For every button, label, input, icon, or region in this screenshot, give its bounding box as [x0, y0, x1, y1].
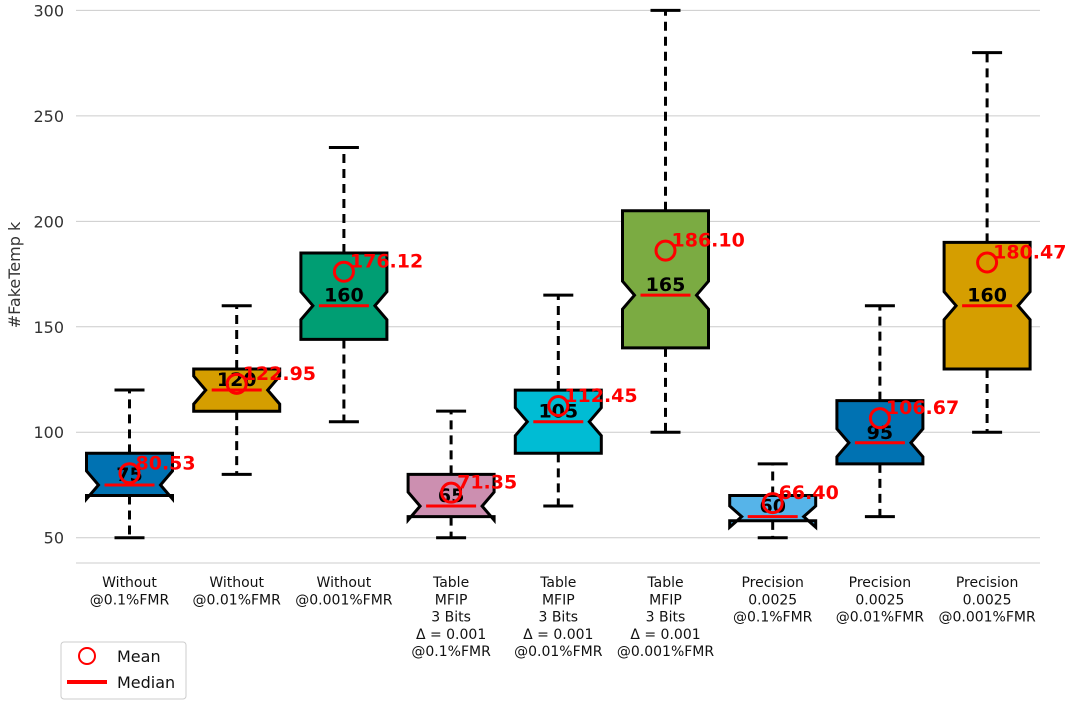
x-category-label-line: 3 Bits: [538, 610, 578, 626]
x-category-label-line: Δ = 0.001: [523, 627, 593, 643]
mean-value-label: 180.47: [993, 242, 1066, 264]
legend-mean-label: Mean: [117, 647, 161, 666]
x-category-label-line: 0.0025: [855, 592, 904, 608]
mean-value-label: 176.12: [350, 251, 423, 273]
x-category-label-line: Table: [432, 575, 469, 591]
y-tick-label: 50: [44, 529, 64, 548]
mean-marker: [332, 260, 355, 283]
box-body: [299, 251, 389, 341]
x-category-label-line: @0.01%FMR: [193, 592, 282, 608]
x-category-label-line: @0.001%FMR: [295, 592, 393, 608]
median-value-label: 95: [867, 422, 893, 444]
mean-marker: [761, 492, 784, 515]
legend: Mean Median: [60, 641, 187, 700]
median-value-label: 160: [324, 285, 364, 307]
x-category-label: Table MFIP 3 Bits Δ = 0.001 @0.01%FMR: [514, 575, 603, 660]
x-category-label-line: MFIP: [435, 592, 468, 608]
x-category-label-line: 0.0025: [963, 592, 1012, 608]
mean-marker: [654, 239, 677, 262]
x-category-label-line: @0.001%FMR: [617, 644, 715, 660]
mean-value-label: 80.53: [136, 452, 196, 474]
x-category-label-line: @0.01%FMR: [836, 610, 925, 626]
box-body: [835, 399, 925, 466]
x-category-label-line: Table: [539, 575, 576, 591]
mean-marker: [976, 251, 999, 274]
x-category-label-line: 0.0025: [748, 592, 797, 608]
mean-value-label: 112.45: [564, 385, 637, 407]
mean-value-label: 106.67: [886, 397, 959, 419]
mean-marker: [547, 394, 570, 417]
x-category-label-line: Δ = 0.001: [416, 627, 486, 643]
x-category-label: Precision 0.0025 @0.001%FMR: [938, 575, 1036, 626]
x-category-label-line: @0.1%FMR: [90, 592, 170, 608]
y-axis-label: #FakeTemp k: [5, 221, 24, 328]
x-category-label-line: 3 Bits: [431, 610, 471, 626]
box-body: [621, 209, 710, 350]
mean-marker: [118, 462, 141, 485]
x-category-label: Table MFIP 3 Bits Δ = 0.001 @0.1%FMR: [411, 575, 491, 660]
x-category-label-line: @0.01%FMR: [514, 644, 603, 660]
mean-marker: [868, 407, 891, 430]
x-category-label: Table MFIP 3 Bits Δ = 0.001 @0.001%FMR: [617, 575, 715, 660]
box-body: [406, 472, 496, 525]
x-category-label-line: Table: [646, 575, 683, 591]
mean-value-label: 122.95: [243, 363, 316, 385]
mean-value-label: 71.35: [457, 472, 517, 494]
median-value-label: 60: [759, 496, 785, 518]
y-tick-label: 150: [33, 318, 64, 337]
x-category-label-line: MFIP: [649, 592, 682, 608]
box-group: 160 180.47: [942, 51, 1066, 434]
y-tick-label: 200: [33, 212, 64, 231]
x-category-label: Without @0.001%FMR: [295, 575, 393, 608]
x-category-label-line: @0.001%FMR: [938, 610, 1036, 626]
x-category-label-line: @0.1%FMR: [733, 610, 813, 626]
x-category-label-line: Without: [209, 575, 264, 591]
box-body: [85, 451, 174, 504]
x-category-label-line: Δ = 0.001: [630, 627, 700, 643]
x-category-label-line: Precision: [956, 575, 1018, 591]
x-category-label-line: Precision: [741, 575, 803, 591]
x-category-label-line: MFIP: [542, 592, 575, 608]
legend-median-label: Median: [117, 673, 175, 692]
x-category-label-line: 3 Bits: [646, 610, 686, 626]
x-category-label: Without @0.1%FMR: [90, 575, 170, 608]
y-axis-ticks: 50 100 150 200 250 300: [33, 1, 64, 547]
y-tick-label: 300: [33, 1, 64, 20]
x-category-label-line: Precision: [849, 575, 911, 591]
median-value-label: 165: [646, 274, 686, 296]
mean-marker: [440, 481, 463, 504]
y-tick-label: 100: [33, 423, 64, 442]
y-tick-label: 250: [33, 107, 64, 126]
box-group: 95 106.67: [835, 304, 959, 519]
mean-value-label: 66.40: [779, 482, 839, 504]
x-category-label-line: Without: [102, 575, 157, 591]
legend-frame: [60, 641, 187, 700]
x-category-label-line: @0.1%FMR: [411, 644, 491, 660]
median-value-label: 160: [967, 285, 1007, 307]
x-category-label: Precision 0.0025 @0.1%FMR: [733, 575, 813, 626]
median-value-label: 65: [438, 485, 464, 507]
box-group: 165 186.10: [621, 8, 745, 434]
x-category-label: Precision 0.0025 @0.01%FMR: [836, 575, 925, 626]
x-category-label: Without @0.01%FMR: [193, 575, 282, 608]
x-category-label-line: Without: [317, 575, 372, 591]
legend-mean-marker-icon: [78, 647, 96, 665]
mean-value-label: 186.10: [672, 230, 745, 252]
box-group: 160 176.12: [299, 146, 423, 424]
mean-marker: [225, 372, 248, 395]
